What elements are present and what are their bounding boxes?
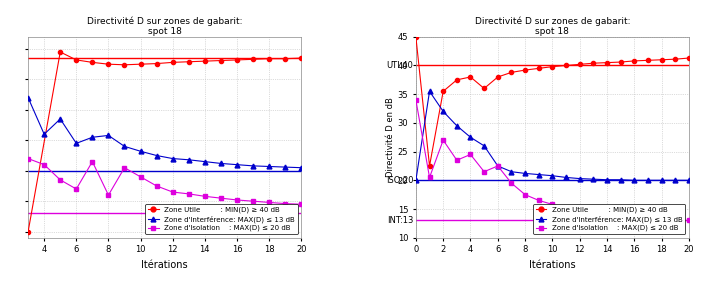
Title: Directivité D sur zones de gabarit:
spot 18: Directivité D sur zones de gabarit: spot… [87,16,243,36]
Title: Directivité D sur zones de gabarit:
spot 18: Directivité D sur zones de gabarit: spot… [475,16,630,36]
Legend: Zone Utile         : MIN(D) ≥ 40 dB, Zone d'Interférence: MAX(D) ≤ 13 dB, Zone d: Zone Utile : MIN(D) ≥ 40 dB, Zone d'Inte… [533,204,685,234]
Text: UTI:40: UTI:40 [386,61,413,70]
X-axis label: Itérations: Itérations [141,260,188,270]
Y-axis label: Directivité D en dB: Directivité D en dB [386,97,395,177]
X-axis label: Itérations: Itérations [529,260,576,270]
Legend: Zone Utile         : MIN(D) ≥ 40 dB, Zone d'Interférence: MAX(D) ≤ 13 dB, Zone d: Zone Utile : MIN(D) ≥ 40 dB, Zone d'Inte… [146,204,297,234]
Text: ISO:20: ISO:20 [386,176,413,185]
Text: INT:13: INT:13 [387,216,413,225]
